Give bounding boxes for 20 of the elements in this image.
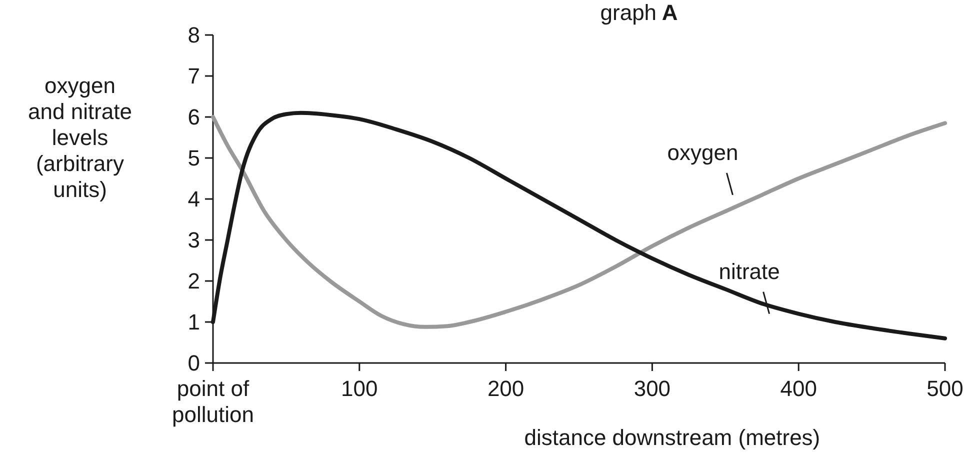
y-tick-label: 5 — [188, 146, 200, 171]
y-tick-label: 2 — [188, 268, 200, 294]
y-tick-label: 6 — [188, 104, 200, 130]
y-axis-title: oxygen and nitrate levels (arbitrary units) — [28, 73, 132, 202]
x-tick-label: 100 — [341, 376, 378, 401]
series-label: oxygen — [667, 140, 738, 165]
x-tick-label: 300 — [634, 376, 671, 401]
x-axis-title: distance downstream (metres) — [524, 425, 820, 450]
x-tick-label: 500 — [926, 376, 964, 401]
chart-title: graph A — [600, 0, 678, 25]
y-tick-label: 8 — [188, 22, 200, 48]
y-tick-label: 4 — [188, 186, 200, 212]
y-tick-label: 1 — [188, 310, 200, 335]
x-tick-label: 200 — [487, 376, 524, 401]
y-tick-label: 3 — [188, 228, 200, 253]
series-label: nitrate — [718, 258, 780, 284]
y-tick-label: 0 — [188, 350, 200, 376]
x-tick-label: 400 — [780, 376, 817, 401]
x-tick-label: point of pollution — [172, 376, 254, 427]
y-tick-label: 7 — [188, 64, 200, 89]
